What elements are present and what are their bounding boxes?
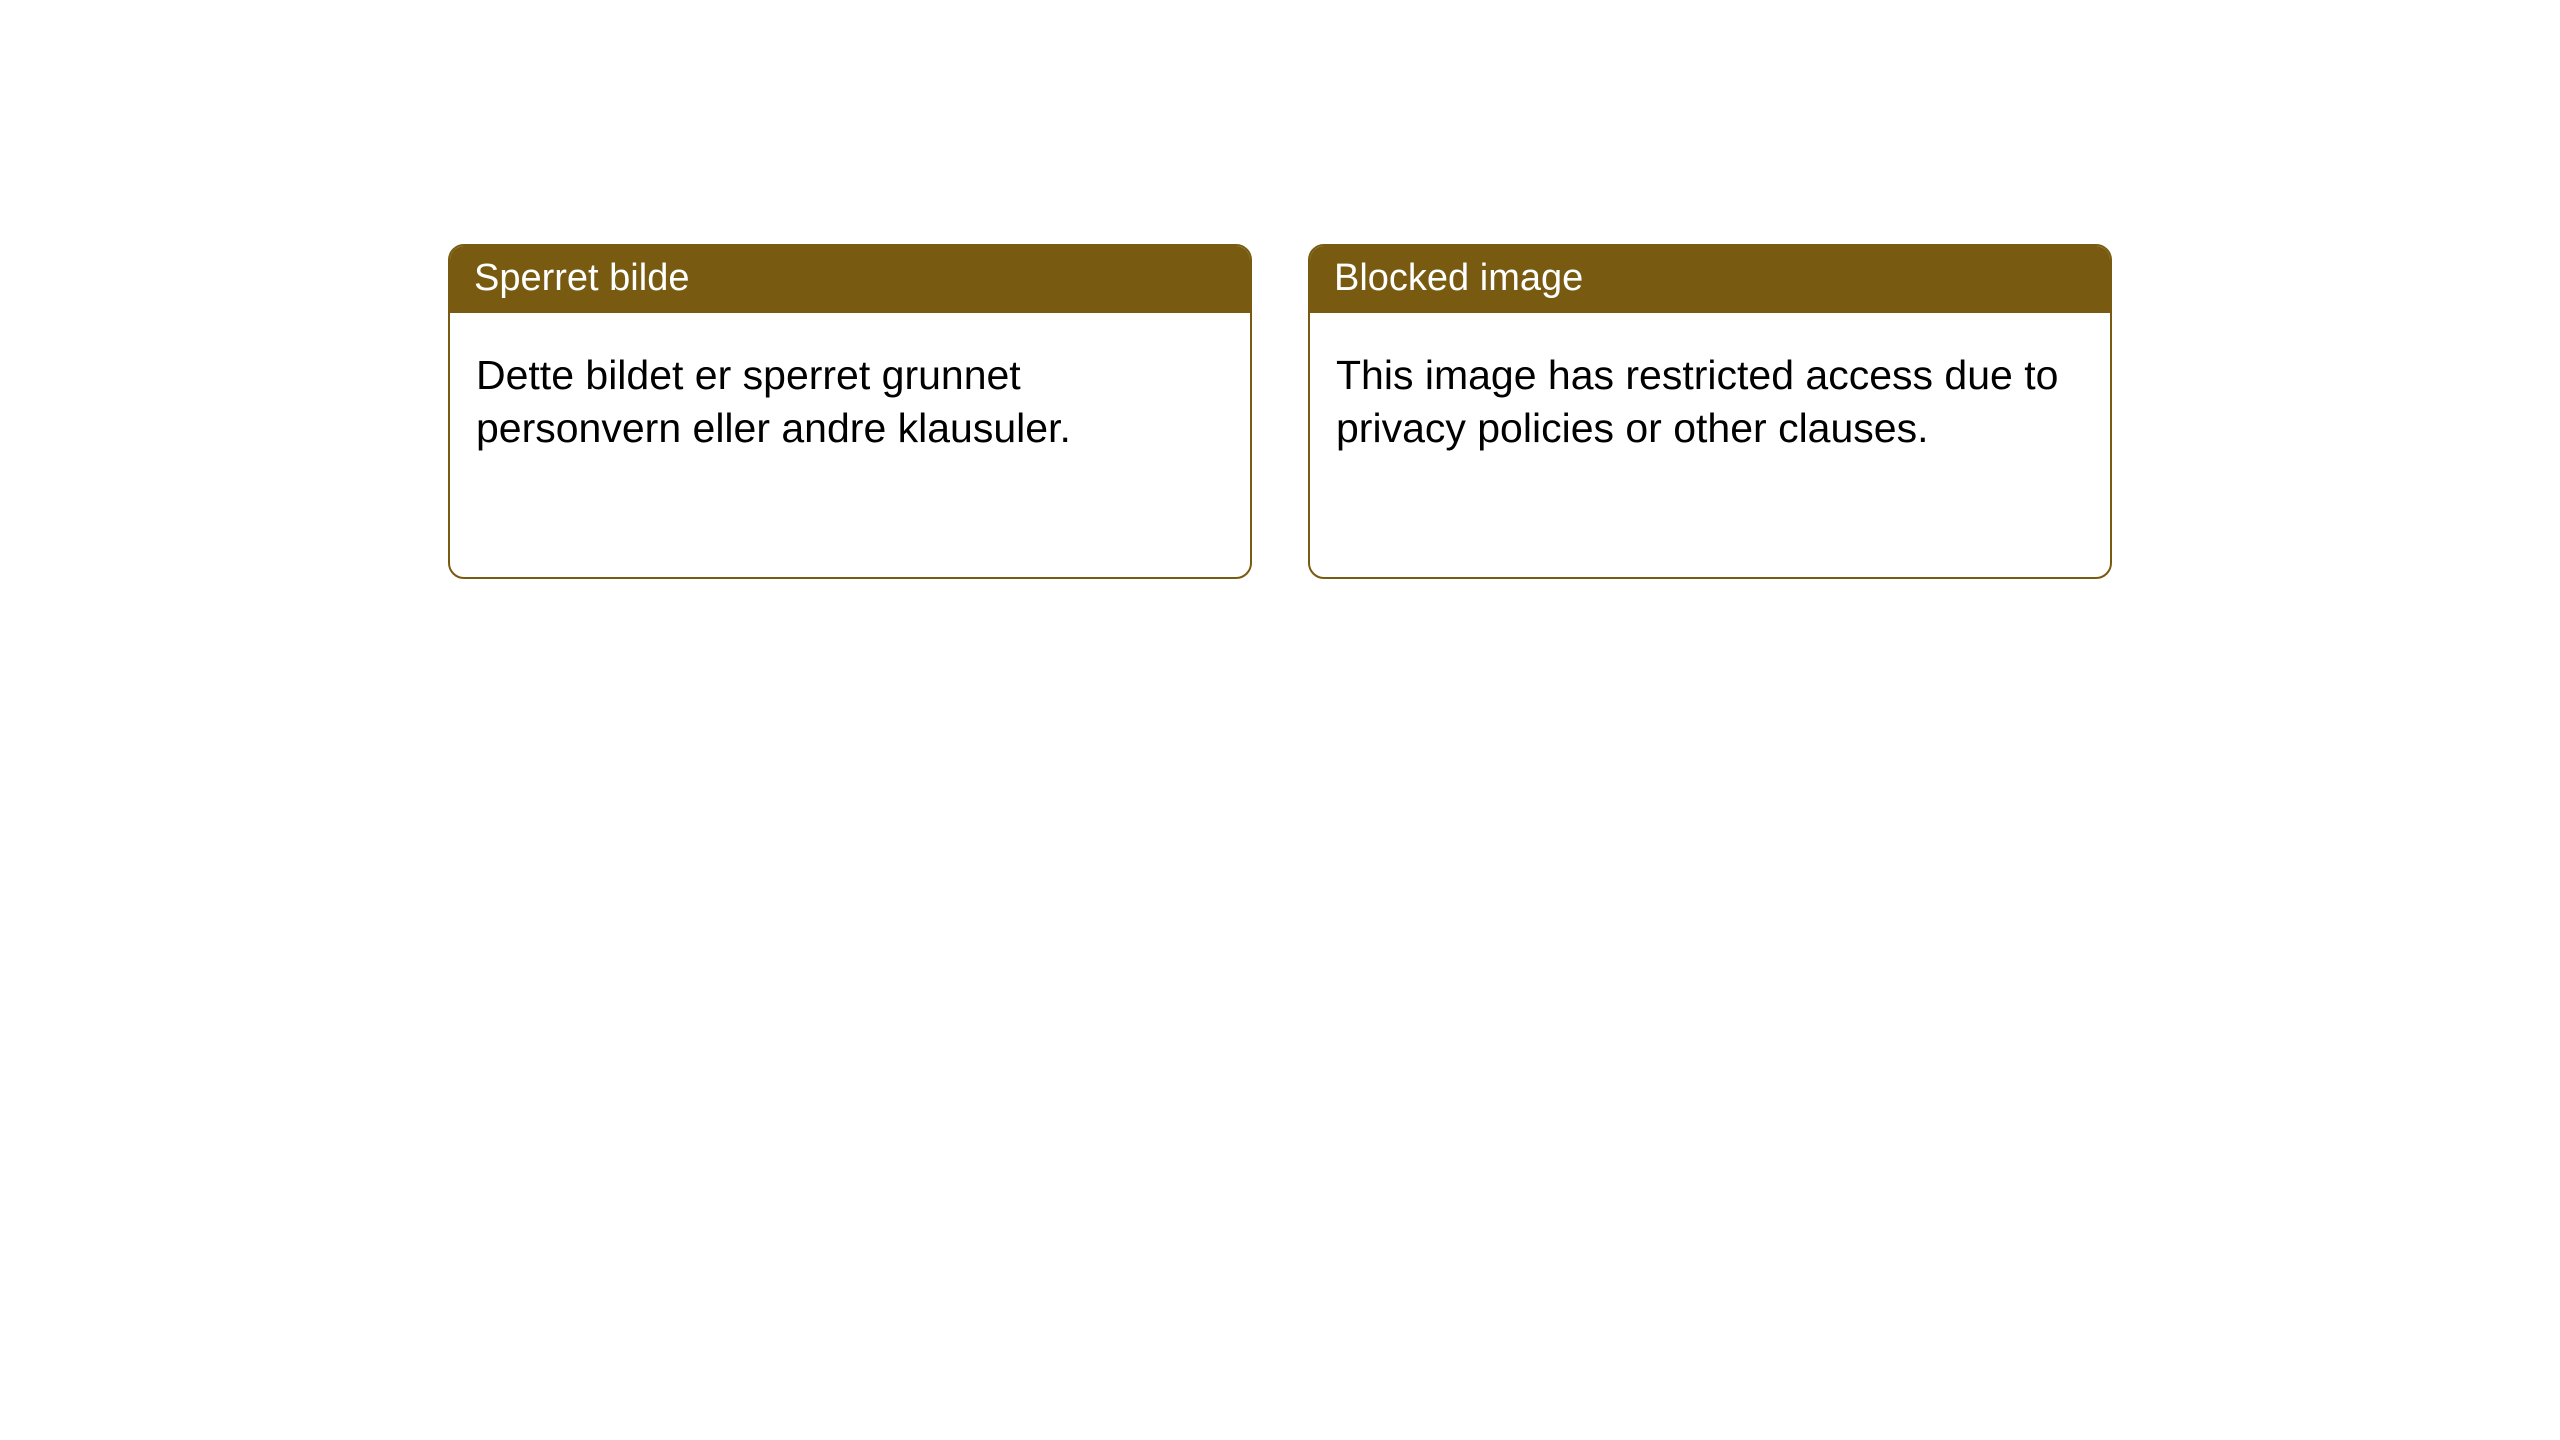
card-body-no: Dette bildet er sperret grunnet personve… xyxy=(450,313,1250,490)
blocked-image-card-no: Sperret bilde Dette bildet er sperret gr… xyxy=(448,244,1252,579)
blocked-image-card-en: Blocked image This image has restricted … xyxy=(1308,244,2112,579)
card-header-en: Blocked image xyxy=(1310,246,2110,313)
card-body-en: This image has restricted access due to … xyxy=(1310,313,2110,490)
notice-cards-container: Sperret bilde Dette bildet er sperret gr… xyxy=(0,0,2560,579)
card-header-no: Sperret bilde xyxy=(450,246,1250,313)
